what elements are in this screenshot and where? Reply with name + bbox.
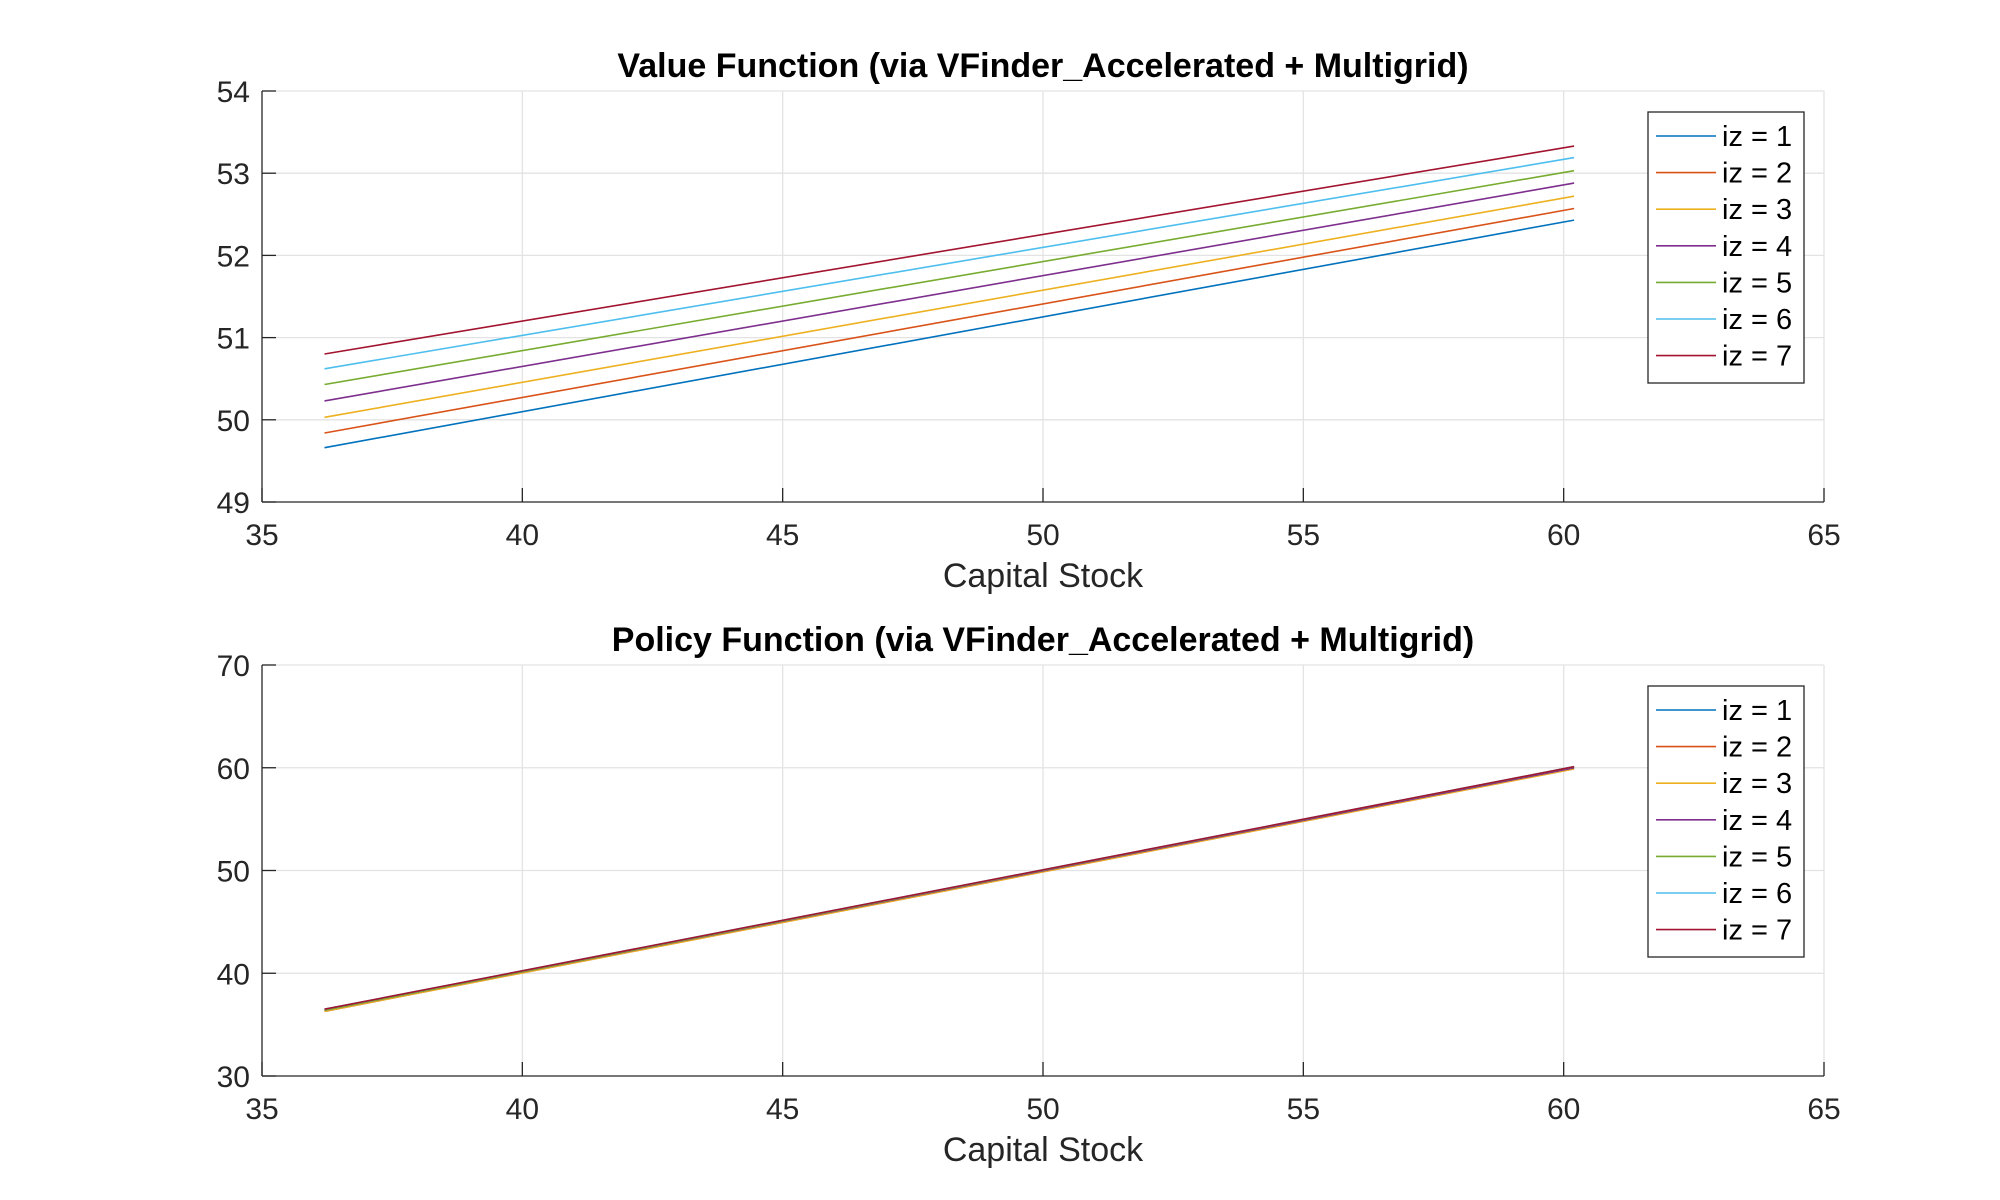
- policy-legend-label-iz-5: iz = 5: [1722, 841, 1792, 873]
- value-legend: iz = 1 iz = 2 iz = 3 iz = 4 iz = 5 iz = 6 iz =…: [1647, 111, 1805, 384]
- value-y-tick-label: 50: [217, 405, 250, 438]
- value-legend-box: [1647, 111, 1805, 384]
- value-x-axis-label: Capital Stock: [943, 557, 1144, 595]
- policy-function-panel: 35 40 45 50 55 60 65 30 40 50 60 70 Policy Function …: [217, 621, 1841, 1169]
- policy-legend-label-iz-7: iz = 7: [1722, 915, 1792, 947]
- value-series-line-iz-2: [324, 207, 1575, 434]
- policy-x-tick-label: 50: [1026, 1093, 1059, 1126]
- value-y-tick-label: 49: [217, 487, 250, 520]
- policy-y-tick-label: 70: [217, 650, 250, 683]
- value-legend-label-iz-5: iz = 5: [1722, 267, 1792, 299]
- policy-legend-box: [1647, 685, 1805, 958]
- value-legend-label-iz-7: iz = 7: [1722, 341, 1792, 373]
- value-y-tick-label: 51: [217, 323, 250, 356]
- value-x-tick-label: 40: [506, 519, 539, 552]
- policy-y-tick-label: 50: [217, 856, 250, 889]
- policy-x-tick-label: 40: [506, 1093, 539, 1126]
- policy-chart-title: Policy Function (via VFinder_Accelerated…: [612, 621, 1474, 659]
- value-series-line-iz-4: [324, 182, 1575, 402]
- policy-series-line-iz-3: [324, 768, 1575, 1013]
- policy-x-tick-label: 45: [766, 1093, 799, 1126]
- value-x-tick-label: 60: [1547, 519, 1580, 552]
- value-x-tick-label: 45: [766, 519, 799, 552]
- policy-x-axis-label: Capital Stock: [943, 1131, 1144, 1169]
- value-x-tick-label: 50: [1026, 519, 1059, 552]
- value-y-tick-label: 54: [217, 76, 250, 109]
- value-series-line-iz-5: [324, 169, 1575, 386]
- policy-legend: iz = 1 iz = 2 iz = 3 iz = 4 iz = 5 iz = 6 iz =…: [1647, 685, 1805, 958]
- value-y-tick-label: 53: [217, 158, 250, 191]
- value-legend-label-iz-2: iz = 2: [1722, 158, 1792, 190]
- policy-y-tick-label: 30: [217, 1061, 250, 1094]
- policy-legend-label-iz-2: iz = 2: [1722, 732, 1792, 764]
- value-legend-label-iz-1: iz = 1: [1722, 121, 1792, 153]
- policy-legend-label-iz-6: iz = 6: [1722, 878, 1792, 910]
- value-chart-title: Value Function (via VFinder_Accelerated …: [617, 47, 1468, 85]
- value-series-line-iz-1: [324, 219, 1575, 449]
- policy-legend-label-iz-3: iz = 3: [1722, 768, 1792, 800]
- policy-x-tick-label: 65: [1807, 1093, 1840, 1126]
- value-x-tick-label: 65: [1807, 519, 1840, 552]
- policy-x-tick-label: 60: [1547, 1093, 1580, 1126]
- policy-x-tick-label: 35: [245, 1093, 278, 1126]
- value-series-line-iz-6: [324, 156, 1575, 370]
- value-series-line-iz-3: [324, 195, 1575, 419]
- value-series-line-iz-7: [324, 145, 1575, 355]
- value-legend-label-iz-4: iz = 4: [1722, 231, 1792, 263]
- policy-y-tick-label: 60: [217, 753, 250, 786]
- value-function-panel: 35 40 45 50 55 60 65 49 50 51 52 53 54 Value Function…: [217, 47, 1841, 595]
- policy-series-line-iz-7: [324, 765, 1575, 1010]
- value-legend-label-iz-6: iz = 6: [1722, 304, 1792, 336]
- policy-y-tick-label: 40: [217, 958, 250, 991]
- policy-legend-label-iz-1: iz = 1: [1722, 695, 1792, 727]
- value-y-tick-label: 52: [217, 240, 250, 273]
- value-legend-label-iz-3: iz = 3: [1722, 194, 1792, 226]
- policy-legend-label-iz-4: iz = 4: [1722, 805, 1792, 837]
- value-x-tick-label: 55: [1287, 519, 1320, 552]
- policy-x-tick-label: 55: [1287, 1093, 1320, 1126]
- value-x-tick-label: 35: [245, 519, 278, 552]
